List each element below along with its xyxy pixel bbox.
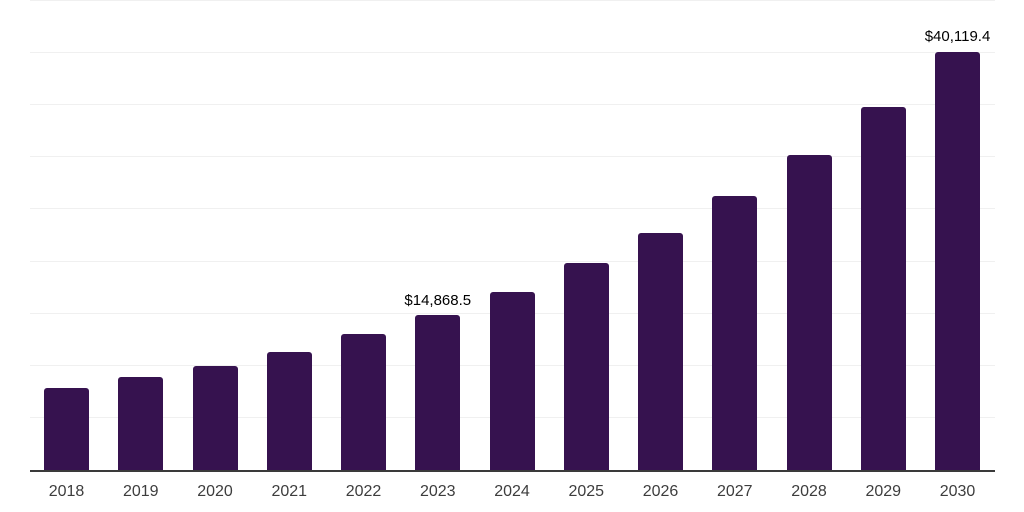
x-tick-label-2028: 2028	[791, 483, 827, 500]
bar-2018[interactable]	[44, 388, 89, 470]
bar-2021[interactable]	[266, 351, 312, 470]
x-tick-label-2023: 2023	[419, 483, 456, 500]
plot-area: $14,868.5 $40,119.4	[30, 0, 995, 472]
bar-value-label-2030: $40,119.4	[924, 28, 991, 46]
gridline	[30, 104, 995, 106]
gridline	[30, 0, 995, 1]
bar-2022[interactable]	[341, 333, 386, 470]
bars: $14,868.5 $40,119.4	[30, 0, 995, 470]
bar-2027[interactable]	[712, 195, 758, 470]
gridline	[30, 208, 995, 210]
x-tick-label-2018: 2018	[48, 483, 85, 500]
bar-2020[interactable]	[192, 365, 238, 470]
bar-value-label-2023: $14,868.5	[404, 291, 472, 309]
x-tick-label-2027: 2027	[716, 483, 753, 500]
x-tick-label-2024: 2024	[494, 483, 530, 500]
bar-2030[interactable]: $40,119.4	[925, 29, 990, 470]
bar-2029[interactable]	[860, 107, 906, 470]
gridline	[30, 260, 995, 262]
x-axis-labels: 2018 2019 2020 2021 2022 2023 2024 2025 2026 2027…	[30, 482, 995, 502]
bar-2023[interactable]: $14,868.5	[404, 292, 471, 470]
bar-2025[interactable]	[563, 263, 609, 470]
gridline	[30, 52, 995, 54]
x-tick-label-2029: 2029	[865, 483, 902, 500]
bar-2024[interactable]	[489, 292, 535, 470]
x-tick-label-2021: 2021	[271, 483, 308, 500]
x-tick-label-2019: 2019	[122, 483, 159, 500]
x-tick-label-2025: 2025	[568, 483, 605, 500]
x-tick-label-2030: 2030	[939, 483, 976, 500]
bar-2019[interactable]	[118, 376, 164, 470]
x-tick-label-2026: 2026	[642, 483, 679, 500]
bar-2026[interactable]	[638, 232, 683, 470]
x-tick-label-2022: 2022	[345, 483, 382, 500]
bar-2028[interactable]	[786, 155, 832, 470]
gridline	[30, 156, 995, 158]
x-tick-label-2020: 2020	[197, 483, 233, 500]
